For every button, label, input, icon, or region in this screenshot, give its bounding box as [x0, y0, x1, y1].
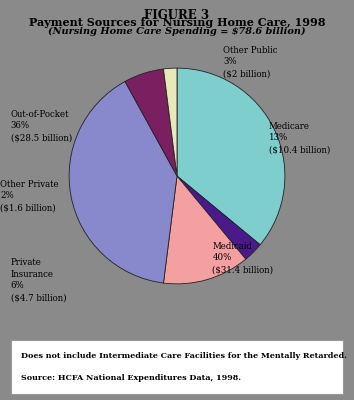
Text: Medicare
13%
($10.4 billion): Medicare 13% ($10.4 billion) [269, 122, 330, 154]
Wedge shape [177, 68, 285, 245]
Text: Source: HCFA National Expenditures Data, 1998.: Source: HCFA National Expenditures Data,… [21, 374, 241, 382]
Text: Medicaid
40%
($31.4 billion): Medicaid 40% ($31.4 billion) [212, 242, 274, 274]
Text: Does not include Intermediate Care Facilities for the Mentally Retarded.: Does not include Intermediate Care Facil… [21, 352, 347, 360]
Wedge shape [177, 176, 260, 259]
Text: Private
Insurance
6%
($4.7 billion): Private Insurance 6% ($4.7 billion) [11, 258, 66, 302]
Text: Other Private
2%
($1.6 billion): Other Private 2% ($1.6 billion) [0, 180, 59, 212]
Text: Other Public
3%
($2 billion): Other Public 3% ($2 billion) [223, 46, 278, 78]
Text: Payment Sources for Nursing Home Care, 1998: Payment Sources for Nursing Home Care, 1… [29, 17, 325, 28]
Wedge shape [69, 82, 177, 283]
Wedge shape [125, 69, 177, 176]
Wedge shape [164, 68, 177, 176]
Wedge shape [164, 176, 246, 284]
Text: Out-of-Pocket
36%
($28.5 billion): Out-of-Pocket 36% ($28.5 billion) [11, 110, 72, 142]
FancyBboxPatch shape [11, 340, 343, 394]
Text: (Nursing Home Care Spending = $78.6 billion): (Nursing Home Care Spending = $78.6 bill… [48, 27, 306, 36]
Text: FIGURE 3: FIGURE 3 [144, 9, 210, 22]
